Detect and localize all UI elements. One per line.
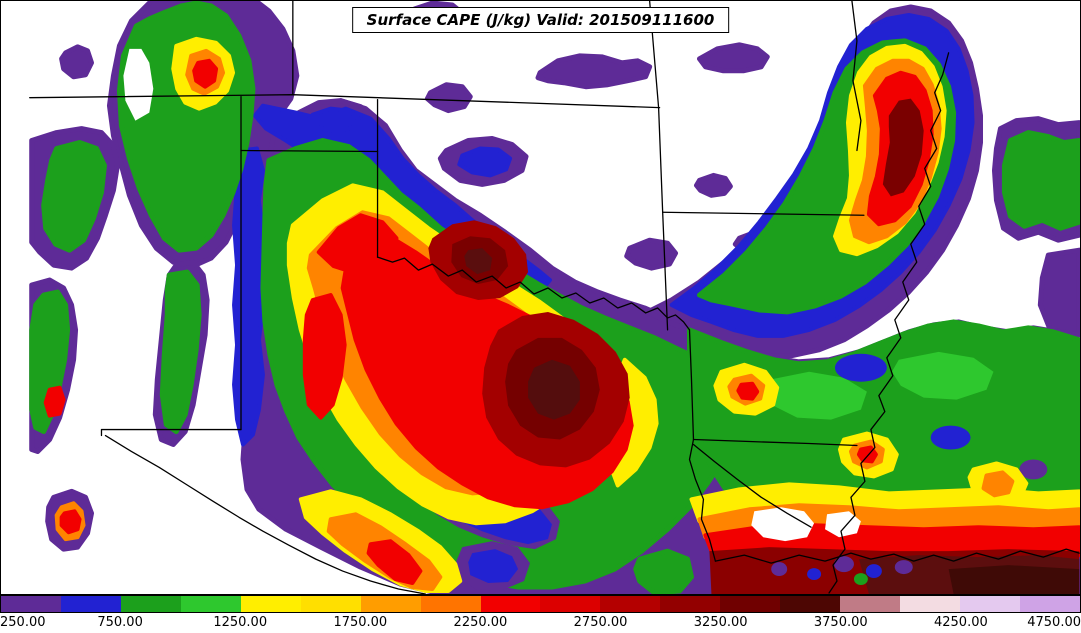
colorbar-segment bbox=[780, 596, 841, 612]
map-title: Surface CAPE (J/kg) Valid: 201509111600 bbox=[351, 7, 730, 33]
colorbar bbox=[0, 595, 1081, 613]
colorbar-segment bbox=[480, 596, 541, 612]
colorbar-segment bbox=[420, 596, 481, 612]
colorbar-ticks: 250.00 750.00 1250.00 1750.00 2250.00 2750.00… bbox=[0, 613, 1081, 633]
colorbar-tick-label: 1250.00 bbox=[213, 615, 268, 630]
blue-spots-east bbox=[835, 353, 1048, 480]
colorbar-segment bbox=[1019, 596, 1080, 612]
low-cape-white-hole bbox=[123, 48, 154, 121]
colorbar-tick-label: 4750.00 bbox=[1027, 615, 1081, 630]
colorbar-tick-label: 2750.00 bbox=[573, 615, 628, 630]
colorbar-segment bbox=[840, 596, 901, 612]
colorbar-tick-label: 3750.00 bbox=[813, 615, 868, 630]
colorbar-tick-label: 250.00 bbox=[0, 615, 46, 630]
colorbar-tick-label: 750.00 bbox=[97, 615, 143, 630]
colorbar-segment bbox=[660, 596, 721, 612]
colorbar-segment bbox=[600, 596, 661, 612]
colorbar-segment bbox=[240, 596, 301, 612]
map-plot-area: Surface CAPE (J/kg) Valid: 201509111600 bbox=[0, 0, 1081, 595]
colorbar-segment bbox=[540, 596, 601, 612]
colorbar-segment bbox=[300, 596, 361, 612]
contour-fill-dark-red bbox=[428, 98, 1080, 594]
colorbar-tick-label: 1750.00 bbox=[333, 615, 388, 630]
colorbar-tick-label: 4250.00 bbox=[933, 615, 988, 630]
colorbar-segment bbox=[900, 596, 960, 612]
colorbar-segment bbox=[360, 596, 421, 612]
colorbar-segment bbox=[60, 596, 121, 612]
map-title-text: Surface CAPE (J/kg) Valid: 201509111600 bbox=[366, 11, 715, 29]
colorbar-tick-label: 2250.00 bbox=[453, 615, 508, 630]
cape-contour-map bbox=[1, 1, 1080, 594]
colorbar-segment bbox=[960, 596, 1020, 612]
contour-fill-light-green bbox=[761, 351, 994, 420]
colorbar-segment bbox=[720, 596, 781, 612]
colorbar-segment bbox=[180, 596, 241, 612]
state-borders bbox=[29, 1, 1080, 594]
colorbar-tick-label: 3250.00 bbox=[693, 615, 748, 630]
colorbar-segment bbox=[120, 596, 181, 612]
colorbar-segment bbox=[1, 596, 61, 612]
